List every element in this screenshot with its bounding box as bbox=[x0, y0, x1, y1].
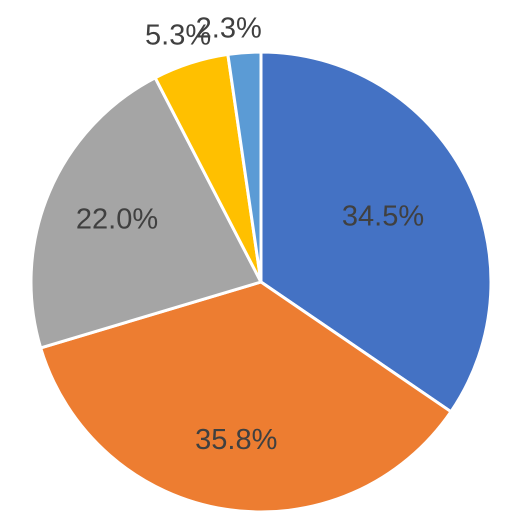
pie-slice-label-1: 34.5% bbox=[342, 200, 424, 232]
pie-slices bbox=[29, 50, 493, 514]
pie-slice-label-2: 35.8% bbox=[195, 424, 277, 456]
pie-slice-1 bbox=[259, 50, 493, 414]
pie-labels: 34.5% 35.8% 22.0% 5.3%2.3% bbox=[76, 12, 424, 455]
pie-slice-2 bbox=[39, 280, 453, 514]
pie-slice-label-3: 22.0% bbox=[76, 204, 158, 236]
pie-slice-label-4: 5.3% bbox=[145, 19, 211, 51]
pie-slice-3 bbox=[29, 76, 263, 350]
pie-slice-5 bbox=[226, 50, 263, 284]
pie-slice-label-5: 2.3% bbox=[196, 12, 262, 44]
